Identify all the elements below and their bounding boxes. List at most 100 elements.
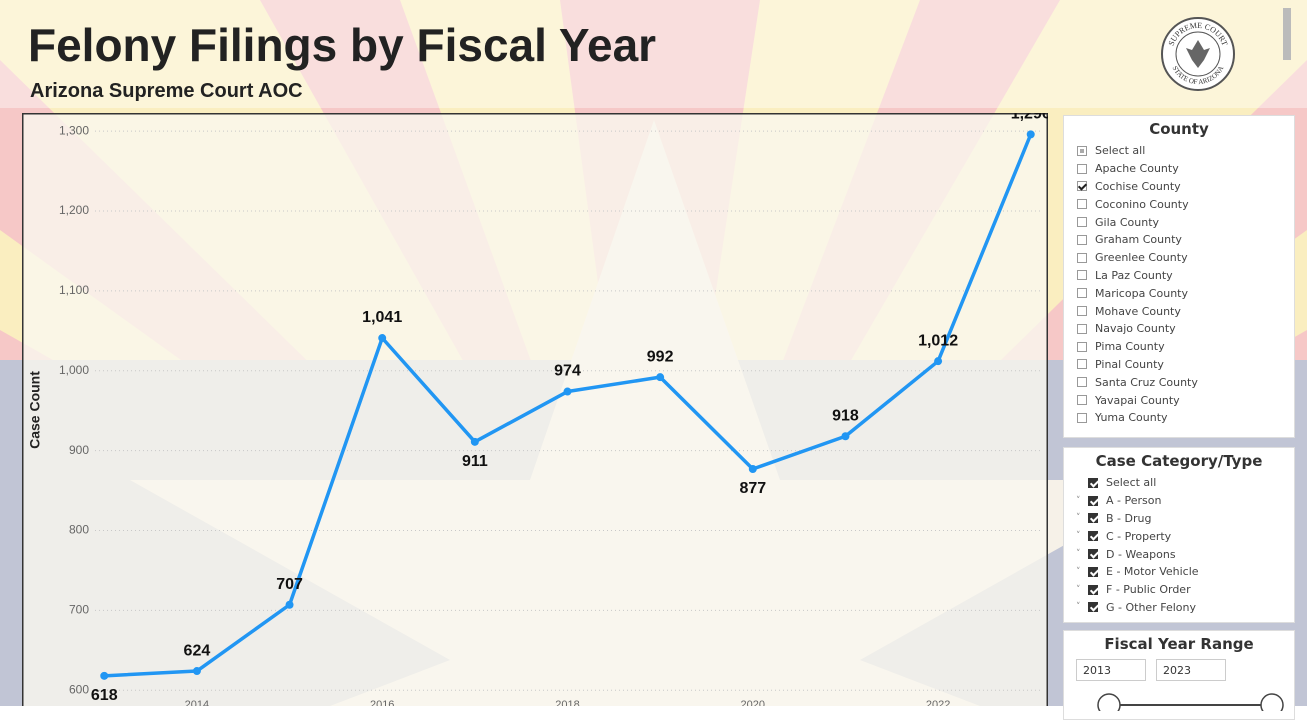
checkbox[interactable]: [1077, 234, 1087, 245]
slicer-item[interactable]: ˅ E - Motor Vehicle: [1064, 563, 1294, 581]
item-label: E - Motor Vehicle: [1106, 565, 1199, 579]
item-label: D - Weapons: [1106, 547, 1176, 561]
checkbox[interactable]: [1077, 395, 1087, 406]
slicer-item[interactable]: Yuma County: [1064, 409, 1294, 427]
checkbox[interactable]: [1077, 199, 1087, 210]
checkbox[interactable]: [1088, 477, 1098, 488]
slicer-item[interactable]: ˅ C - Property: [1064, 527, 1294, 545]
checkbox[interactable]: [1088, 549, 1098, 560]
item-label: G - Other Felony: [1106, 600, 1196, 614]
checkbox[interactable]: [1077, 306, 1087, 317]
expand-chevron[interactable]: ˅: [1076, 513, 1081, 524]
checkbox[interactable]: [1077, 252, 1087, 263]
start-year-input[interactable]: 2013: [1076, 659, 1146, 681]
page-subtitle: Arizona Supreme Court AOC: [30, 80, 303, 102]
slicer-list: Select all ˅ A - Person ˅ B - Drug ˅ C - Prope…: [1064, 474, 1294, 616]
checkbox[interactable]: [1077, 323, 1087, 334]
x-tick-label: 2020: [741, 699, 765, 706]
x-tick-label: 2018: [555, 699, 579, 706]
y-axis-title: Case Count: [27, 371, 43, 449]
end-year-input[interactable]: 2023: [1156, 659, 1226, 681]
checkbox[interactable]: [1077, 341, 1087, 352]
expand-chevron[interactable]: ˅: [1076, 549, 1081, 560]
checkbox[interactable]: [1088, 531, 1098, 542]
slicer-item[interactable]: Greenlee County: [1064, 249, 1294, 267]
range-slider[interactable]: [1064, 691, 1294, 711]
item-label: Gila County: [1095, 215, 1160, 229]
data-point: [1026, 130, 1035, 139]
expand-chevron[interactable]: ˅: [1076, 584, 1081, 595]
data-label: 1,012: [918, 332, 958, 349]
slicer-title: County: [1149, 120, 1209, 138]
data-point: [934, 357, 943, 366]
slicer-item[interactable]: La Paz County: [1064, 267, 1294, 285]
checkbox[interactable]: [1077, 359, 1087, 370]
y-tick-label: 1,300: [59, 123, 89, 137]
slicer-item[interactable]: Coconino County: [1064, 195, 1294, 213]
checkbox[interactable]: [1077, 163, 1087, 174]
fiscal-year-slicer: Fiscal Year Range 2013 2023: [1063, 630, 1295, 720]
slicer-item[interactable]: Santa Cruz County: [1064, 373, 1294, 391]
data-point: [378, 334, 387, 343]
y-tick-label: 1,200: [59, 203, 89, 217]
item-label: A - Person: [1106, 494, 1162, 508]
checkbox[interactable]: [1088, 584, 1098, 595]
slicer-item[interactable]: Select all: [1064, 142, 1294, 160]
slicer-item[interactable]: Mohave County: [1064, 302, 1294, 320]
checkbox[interactable]: [1077, 181, 1087, 192]
slicer-item[interactable]: Navajo County: [1064, 320, 1294, 338]
checkbox[interactable]: [1077, 412, 1087, 423]
scrollbar[interactable]: [1283, 8, 1291, 60]
checkbox[interactable]: [1088, 602, 1098, 613]
slicer-item[interactable]: ˅ D - Weapons: [1064, 545, 1294, 563]
item-label: Maricopa County: [1095, 286, 1188, 300]
data-label: 918: [832, 407, 859, 424]
data-label: 707: [276, 576, 303, 593]
checkbox[interactable]: [1077, 217, 1087, 228]
expand-chevron[interactable]: ˅: [1076, 566, 1081, 577]
checkbox[interactable]: [1077, 288, 1087, 299]
case-category-slicer: Case Category/Type Select all ˅ A - Person…: [1063, 447, 1295, 623]
checkbox[interactable]: [1088, 495, 1098, 506]
data-label: 974: [554, 363, 581, 380]
checkbox[interactable]: [1088, 513, 1098, 524]
court-seal: SUPREME COURT STATE OF ARIZONA: [1161, 17, 1235, 91]
checkbox[interactable]: [1088, 566, 1098, 577]
y-tick-label: 1,000: [59, 363, 89, 377]
slicer-item[interactable]: Apache County: [1064, 160, 1294, 178]
slicer-item[interactable]: Maricopa County: [1064, 284, 1294, 302]
item-label: F - Public Order: [1106, 583, 1191, 597]
slicer-item[interactable]: ˅ A - Person: [1064, 492, 1294, 510]
data-point: [100, 671, 109, 680]
slicer-item[interactable]: Gila County: [1064, 213, 1294, 231]
data-point: [748, 464, 757, 473]
y-tick-label: 600: [69, 682, 89, 696]
data-point: [841, 432, 850, 441]
page-title: Felony Filings by Fiscal Year: [28, 19, 657, 71]
slicer-item[interactable]: ˅ B - Drug: [1064, 510, 1294, 528]
slicer-item[interactable]: Select all: [1064, 474, 1294, 492]
slicer-item[interactable]: Yavapai County: [1064, 391, 1294, 409]
data-label: 992: [647, 348, 674, 365]
expand-chevron[interactable]: ˅: [1076, 531, 1081, 542]
data-label: 1,041: [362, 309, 402, 326]
item-label: Graham County: [1095, 233, 1182, 247]
slicer-item[interactable]: ˅ G - Other Felony: [1064, 599, 1294, 617]
x-tick-label: 2022: [926, 699, 950, 706]
expand-chevron[interactable]: ˅: [1076, 495, 1081, 506]
data-point: [285, 600, 294, 609]
slicer-item[interactable]: ˅ F - Public Order: [1064, 581, 1294, 599]
checkbox[interactable]: [1077, 145, 1087, 156]
item-label: Select all: [1095, 144, 1146, 158]
county-slicer: County Select all Apache County Cochise Co…: [1063, 115, 1295, 438]
slicer-item[interactable]: Graham County: [1064, 231, 1294, 249]
checkbox[interactable]: [1077, 377, 1087, 388]
slicer-item[interactable]: Cochise County: [1064, 178, 1294, 196]
checkbox[interactable]: [1077, 270, 1087, 281]
slicer-item[interactable]: Pima County: [1064, 338, 1294, 356]
data-label: 877: [739, 480, 766, 497]
slicer-item[interactable]: Pinal County: [1064, 356, 1294, 374]
item-label: Greenlee County: [1095, 251, 1188, 265]
slicer-title: Fiscal Year Range: [1104, 635, 1254, 653]
expand-chevron[interactable]: ˅: [1076, 602, 1081, 613]
